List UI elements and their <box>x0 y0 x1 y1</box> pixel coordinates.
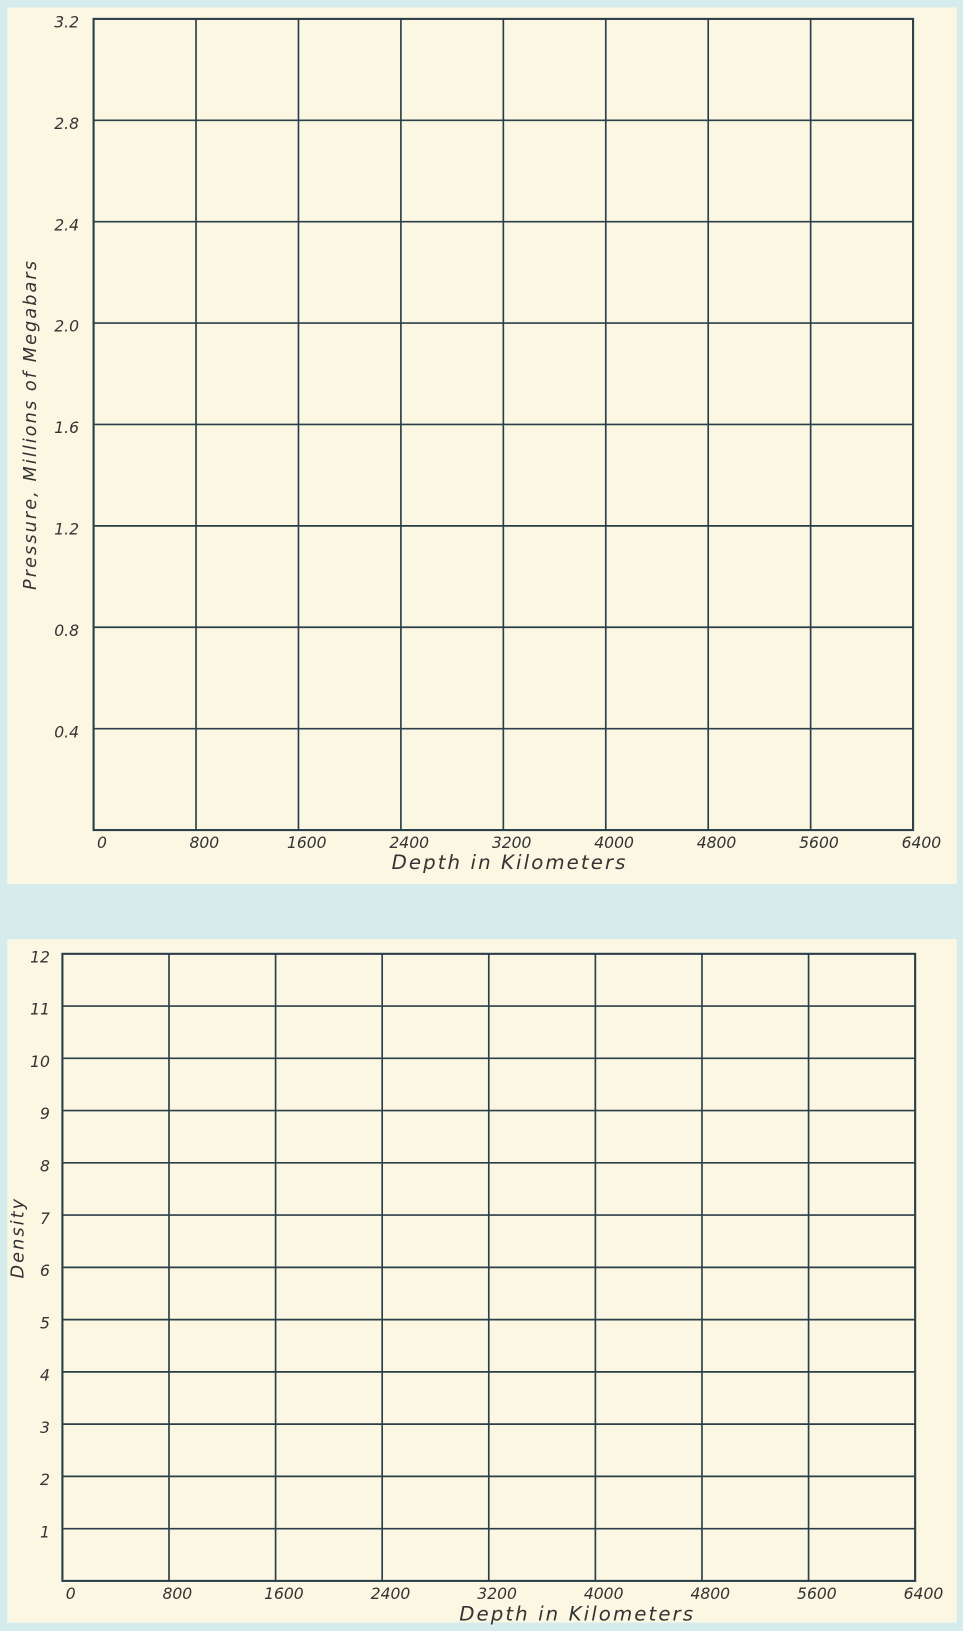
x-tick-label: 0 <box>97 834 107 852</box>
y-tick-label: 10 <box>30 1053 50 1071</box>
y-tick-label: 12 <box>30 948 50 966</box>
x-tick-label: 3200 <box>492 834 532 852</box>
x-tick-label: 2400 <box>389 834 429 852</box>
y-tick-label: 1.2 <box>54 521 79 539</box>
x-tick-label: 3200 <box>477 1585 517 1603</box>
x-tick-label: 2400 <box>371 1585 411 1603</box>
y-tick-label: 3 <box>40 1419 50 1437</box>
x-tick-label: 800 <box>162 1585 192 1603</box>
x-tick-label: 5600 <box>799 834 839 852</box>
x-tick-label: 4800 <box>690 1585 730 1603</box>
y-tick-label: 1 <box>40 1523 50 1541</box>
x-tick-label: 6400 <box>904 1585 944 1603</box>
y-tick-label: 11 <box>30 1001 50 1019</box>
y-tick-label: 2.8 <box>54 115 79 133</box>
x-tick-label: 4000 <box>594 834 634 852</box>
y-axis-label: Pressure, Millions of Megabars <box>21 259 41 590</box>
panel <box>7 7 957 885</box>
y-tick-label: 0.4 <box>54 723 79 741</box>
y-tick-label: 2.0 <box>54 318 79 336</box>
panel <box>7 939 957 1623</box>
y-tick-label: 6 <box>40 1262 50 1280</box>
y-tick-label: 3.2 <box>54 14 79 32</box>
x-tick-label: 5600 <box>797 1585 837 1603</box>
y-tick-label: 8 <box>40 1158 50 1176</box>
y-tick-label: 0.8 <box>54 622 79 640</box>
y-axis-label: Density <box>9 1197 29 1279</box>
y-tick-label: 7 <box>40 1210 50 1228</box>
x-tick-label: 4800 <box>697 834 737 852</box>
x-tick-label: 800 <box>189 834 219 852</box>
x-tick-label: 4000 <box>584 1585 624 1603</box>
y-tick-label: 1.6 <box>54 419 79 437</box>
y-tick-label: 4 <box>40 1367 50 1385</box>
x-tick-label: 1600 <box>287 834 327 852</box>
plot-frame <box>61 952 917 1582</box>
x-axis-label: Depth in Kilometers <box>392 851 628 874</box>
plot-frame <box>92 17 915 832</box>
y-tick-label: 2.4 <box>54 216 79 234</box>
x-tick-label: 6400 <box>902 834 942 852</box>
x-tick-label: 0 <box>66 1585 76 1603</box>
y-tick-label: 2 <box>40 1471 50 1489</box>
x-tick-label: 1600 <box>264 1585 304 1603</box>
y-tick-label: 5 <box>40 1314 50 1332</box>
x-axis-label: Depth in Kilometers <box>459 1603 695 1626</box>
y-tick-label: 9 <box>40 1105 50 1123</box>
